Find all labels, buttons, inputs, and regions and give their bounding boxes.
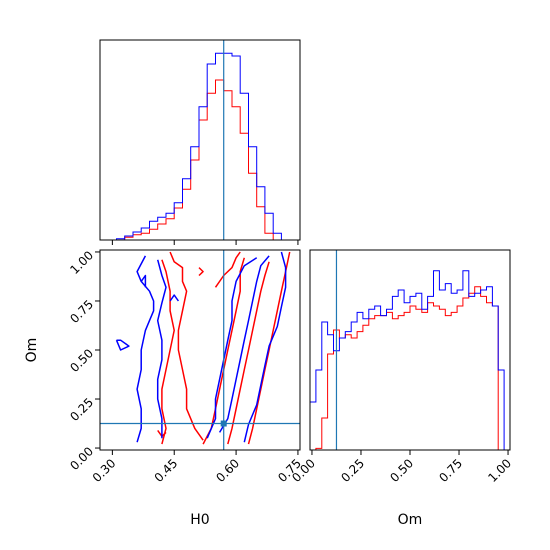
contour-red-2 (202, 257, 246, 445)
panel-frame-hist-om (309, 249, 511, 451)
contour-red-7 (198, 267, 204, 277)
contour-blue-5 (115, 339, 130, 351)
contour-ticks: 0.30 0.45 0.60 0.750.000.250.500.751.00 (67, 248, 304, 485)
hist-om-x-tick-label-3: 0.75 (436, 456, 465, 485)
x-axis-title-om: Om (398, 512, 423, 528)
contour-blue-7 (169, 294, 180, 302)
hist-h0-ticks (111, 240, 299, 245)
panel-contour-h0-om: 0.30 0.45 0.60 0.750.000.250.500.751.00 (67, 248, 304, 485)
contour-red-4 (247, 251, 291, 445)
contour-blue-2 (206, 257, 258, 439)
contour-x-h0-tick-label-2: 0.60 (213, 456, 242, 485)
hist-om-x-tick-label-4: 1.00 (485, 456, 514, 485)
hist-h0-series-red (100, 79, 300, 241)
truth-point (220, 420, 227, 427)
contour-y-om-tick-label-0: 0.00 (67, 444, 96, 473)
hist-om-ticks: 0.00 0.25 0.50 0.75 1.00 (289, 450, 514, 485)
contour-y-om-tick-label-3: 0.75 (67, 297, 96, 326)
contour-blue-0 (136, 255, 155, 443)
contour-red-1 (169, 251, 204, 441)
contour-y-om-tick-label-2: 0.50 (67, 346, 96, 375)
contour-y-om-tick-label-1: 0.25 (67, 395, 96, 424)
contour-red-3 (227, 261, 270, 445)
contour-marks (115, 251, 291, 445)
panel-hist-om: 0.00 0.25 0.50 0.75 1.00 (289, 249, 514, 485)
y-axis-title-om: Om (24, 338, 40, 363)
hist-om-marks (309, 270, 510, 451)
contour-x-h0-tick-label-1: 0.45 (152, 456, 181, 485)
x-axis-title-h0: H0 (190, 512, 209, 528)
contour-red-0 (161, 259, 175, 445)
contour-red-5 (214, 251, 241, 288)
contour-blue-6 (140, 274, 147, 288)
contour-blue-4 (243, 251, 287, 443)
hist-h0-marks (100, 52, 300, 241)
hist-om-x-tick-label-2: 0.50 (387, 456, 416, 485)
panel-hist-h0 (99, 39, 301, 245)
hist-om-x-tick-label-1: 0.25 (338, 456, 367, 485)
contour-y-om-tick-label-4: 1.00 (67, 248, 96, 277)
panel-frame-contour (99, 249, 301, 451)
hist-om-series-blue (309, 270, 510, 451)
contour-blue-3 (218, 255, 270, 433)
hist-h0-series-blue (100, 52, 300, 241)
contour-blue-1 (156, 259, 167, 439)
panel-frame-hist-h0 (99, 39, 301, 241)
contour-x-h0-tick-label-0: 0.30 (90, 456, 119, 485)
hist-om-series-red (310, 286, 510, 451)
